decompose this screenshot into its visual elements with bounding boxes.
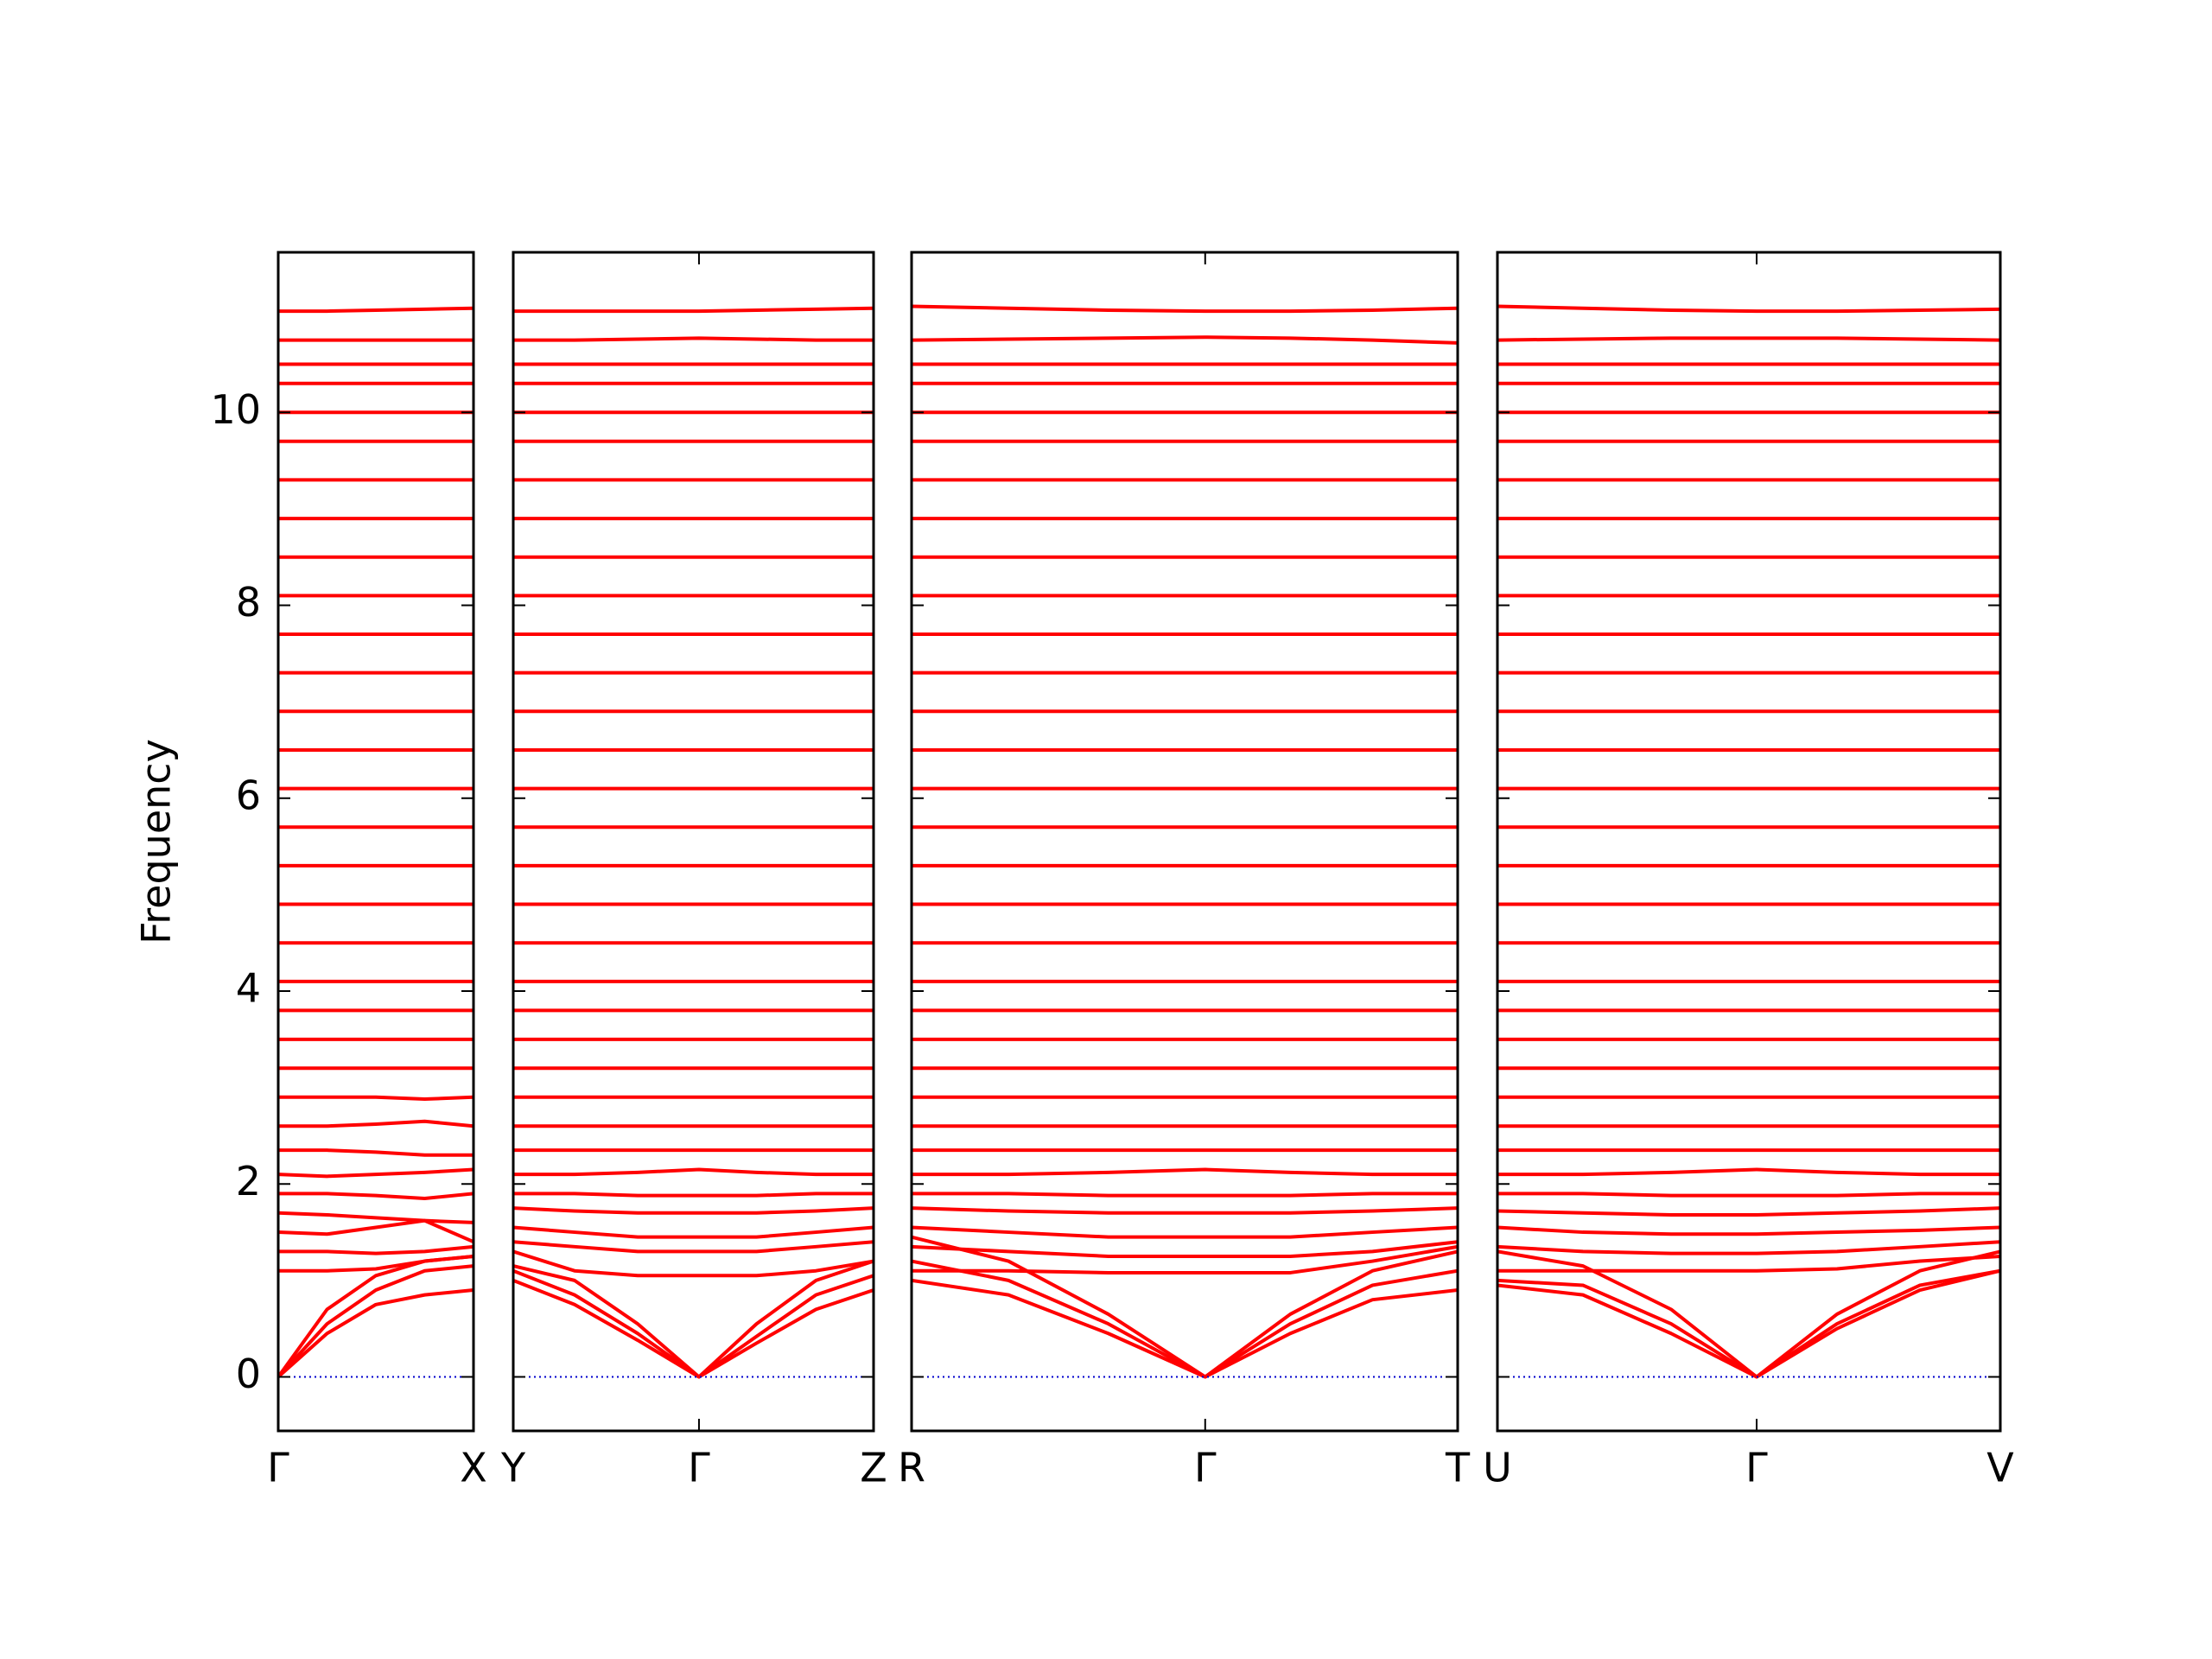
band-line [1497, 1206, 2000, 1217]
axes-frame [910, 251, 1459, 1433]
x-tick-label: Γ [688, 1445, 710, 1491]
y-axis-label: Frequency [133, 739, 180, 944]
band-line [912, 1167, 1458, 1177]
band-line [278, 1244, 474, 1255]
plot-area [278, 306, 474, 1378]
y-tick-label: 6 [236, 772, 261, 818]
x-tick-label: U [1483, 1445, 1512, 1491]
plot-area [912, 304, 1458, 1379]
band-line [513, 306, 874, 314]
y-tick-label: 8 [236, 579, 261, 626]
band-line [278, 1148, 474, 1157]
band-line [278, 306, 474, 314]
plot-area [513, 306, 874, 1379]
plot-area [1497, 304, 2000, 1379]
band-line [278, 1119, 474, 1128]
band-line [278, 1254, 474, 1378]
band-line [513, 1259, 874, 1379]
band-line [1497, 1167, 2000, 1177]
band-line [912, 1206, 1458, 1215]
band-line [513, 1268, 874, 1379]
axes-frame [1496, 251, 2002, 1433]
x-tick-label: Y [500, 1445, 526, 1491]
band-line [278, 1218, 474, 1244]
band-line [278, 1288, 474, 1378]
band-line [912, 1259, 1458, 1379]
band-line [912, 335, 1458, 345]
x-tick-label: V [1986, 1445, 2014, 1491]
band-line [513, 1167, 874, 1177]
band-line [278, 1167, 474, 1179]
band-line [278, 1192, 474, 1200]
axes-frame [512, 251, 875, 1433]
panel: 0 2 4 6 8 10 Γ X Frequency [133, 251, 487, 1491]
band-line [513, 1249, 874, 1278]
band-line [912, 1192, 1458, 1198]
band-line [912, 1225, 1458, 1239]
band-line [912, 1244, 1458, 1274]
x-tick-label: X [460, 1445, 487, 1491]
y-tick-label: 4 [236, 965, 261, 1012]
band-line [1497, 1254, 2000, 1273]
band-line [1497, 1240, 2000, 1255]
axes-frame [276, 251, 475, 1433]
y-tick-label: 2 [236, 1158, 261, 1205]
x-tick-label: R [898, 1445, 925, 1491]
band-line [278, 1254, 474, 1273]
x-tick-label: Γ [267, 1445, 289, 1491]
band-line [1497, 336, 2000, 342]
band-line [1497, 1192, 2000, 1198]
band-line [912, 1240, 1458, 1258]
band-line [513, 1192, 874, 1198]
y-tick-label: 0 [236, 1351, 261, 1397]
x-tick-label: T [1445, 1445, 1471, 1491]
x-tick-label: Z [860, 1445, 887, 1491]
band-line [513, 1225, 874, 1239]
band-line [912, 1235, 1458, 1379]
band-line [912, 304, 1458, 314]
band-line [1497, 1225, 2000, 1236]
band-line [1497, 1268, 2000, 1379]
x-tick-label: Γ [1745, 1445, 1768, 1491]
band-line [513, 1206, 874, 1215]
band-line [513, 1240, 874, 1254]
band-line [1497, 304, 2000, 314]
x-tick-label: Γ [1194, 1445, 1217, 1491]
band-line [278, 1095, 474, 1102]
y-tick-label: 10 [210, 386, 261, 433]
band-line [1497, 1268, 2000, 1379]
band-line [278, 1211, 474, 1224]
band-line [278, 1264, 474, 1378]
band-line [513, 336, 874, 342]
